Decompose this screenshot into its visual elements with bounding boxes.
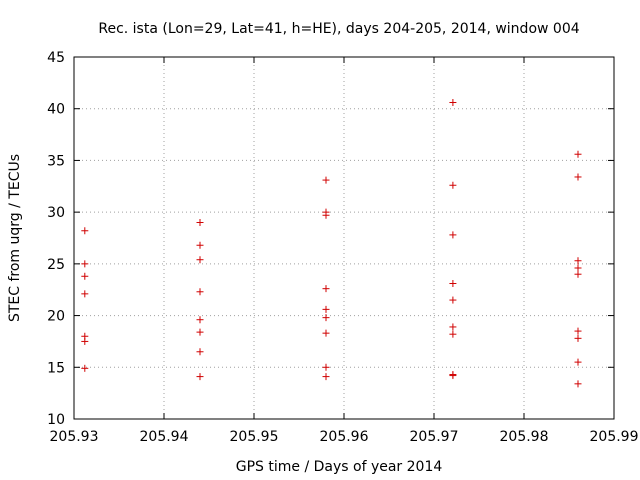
data-point-marker — [81, 260, 89, 268]
data-point-marker — [196, 348, 204, 356]
data-point-marker — [449, 323, 457, 331]
data-point-marker — [81, 290, 89, 298]
data-point-marker — [574, 358, 582, 366]
y-tick-label: 40 — [47, 102, 65, 118]
x-tick-label: 205.99 — [590, 429, 639, 445]
y-tick-label: 15 — [47, 360, 65, 376]
data-point-marker — [574, 380, 582, 388]
data-point-marker — [574, 257, 582, 265]
data-point-marker — [196, 241, 204, 249]
data-point-marker — [449, 296, 457, 304]
data-point-marker — [322, 211, 330, 219]
x-tick-labels: 205.93 205.94 205.95 205.96 205.97 205.98 205.… — [50, 429, 639, 445]
y-tick-label: 20 — [47, 309, 65, 325]
axis-ticks — [73, 56, 615, 420]
y-tick-label: 25 — [47, 257, 65, 273]
data-point-marker — [449, 330, 457, 338]
data-point-marker — [81, 227, 89, 235]
x-tick-label: 205.94 — [140, 429, 189, 445]
data-point-marker — [81, 364, 89, 372]
data-point-marker — [574, 334, 582, 342]
data-point-marker — [574, 264, 582, 272]
data-point-marker — [574, 270, 582, 278]
data-point-marker — [81, 337, 89, 345]
x-tick-label: 205.93 — [50, 429, 99, 445]
data-point-marker — [574, 150, 582, 158]
data-points — [81, 99, 582, 388]
y-tick-labels: 10 15 20 25 30 35 40 45 — [47, 50, 65, 428]
data-point-marker — [449, 231, 457, 239]
data-point-marker — [196, 373, 204, 381]
data-point-marker — [196, 328, 204, 336]
data-point-marker — [322, 329, 330, 337]
data-point-marker — [196, 256, 204, 264]
data-point-marker — [574, 173, 582, 181]
data-point-marker — [449, 372, 457, 380]
data-point-marker — [322, 176, 330, 184]
data-point-marker — [322, 363, 330, 371]
data-point-marker — [196, 316, 204, 324]
x-tick-label: 205.95 — [230, 429, 279, 445]
y-tick-label: 45 — [47, 50, 65, 66]
data-point-marker — [196, 288, 204, 296]
data-point-marker — [449, 99, 457, 107]
data-point-marker — [322, 314, 330, 322]
data-point-marker — [322, 373, 330, 381]
data-point-marker — [449, 181, 457, 189]
data-point-marker — [322, 305, 330, 313]
grid-lines — [74, 57, 614, 419]
y-tick-label: 10 — [47, 412, 65, 428]
data-point-marker — [322, 285, 330, 293]
y-axis-label: STEC from uqrg / TECUs — [7, 154, 23, 322]
data-point-marker — [449, 280, 457, 288]
y-tick-label: 35 — [47, 153, 65, 169]
x-axis-label: GPS time / Days of year 2014 — [236, 459, 443, 475]
data-point-marker — [574, 327, 582, 335]
y-tick-label: 30 — [47, 205, 65, 221]
x-tick-label: 205.98 — [500, 429, 549, 445]
data-point-marker — [196, 218, 204, 226]
chart-title: Rec. ista (Lon=29, Lat=41, h=HE), days 2… — [98, 21, 579, 37]
x-tick-label: 205.97 — [410, 429, 459, 445]
data-point-marker — [81, 272, 89, 280]
x-tick-label: 205.96 — [320, 429, 369, 445]
